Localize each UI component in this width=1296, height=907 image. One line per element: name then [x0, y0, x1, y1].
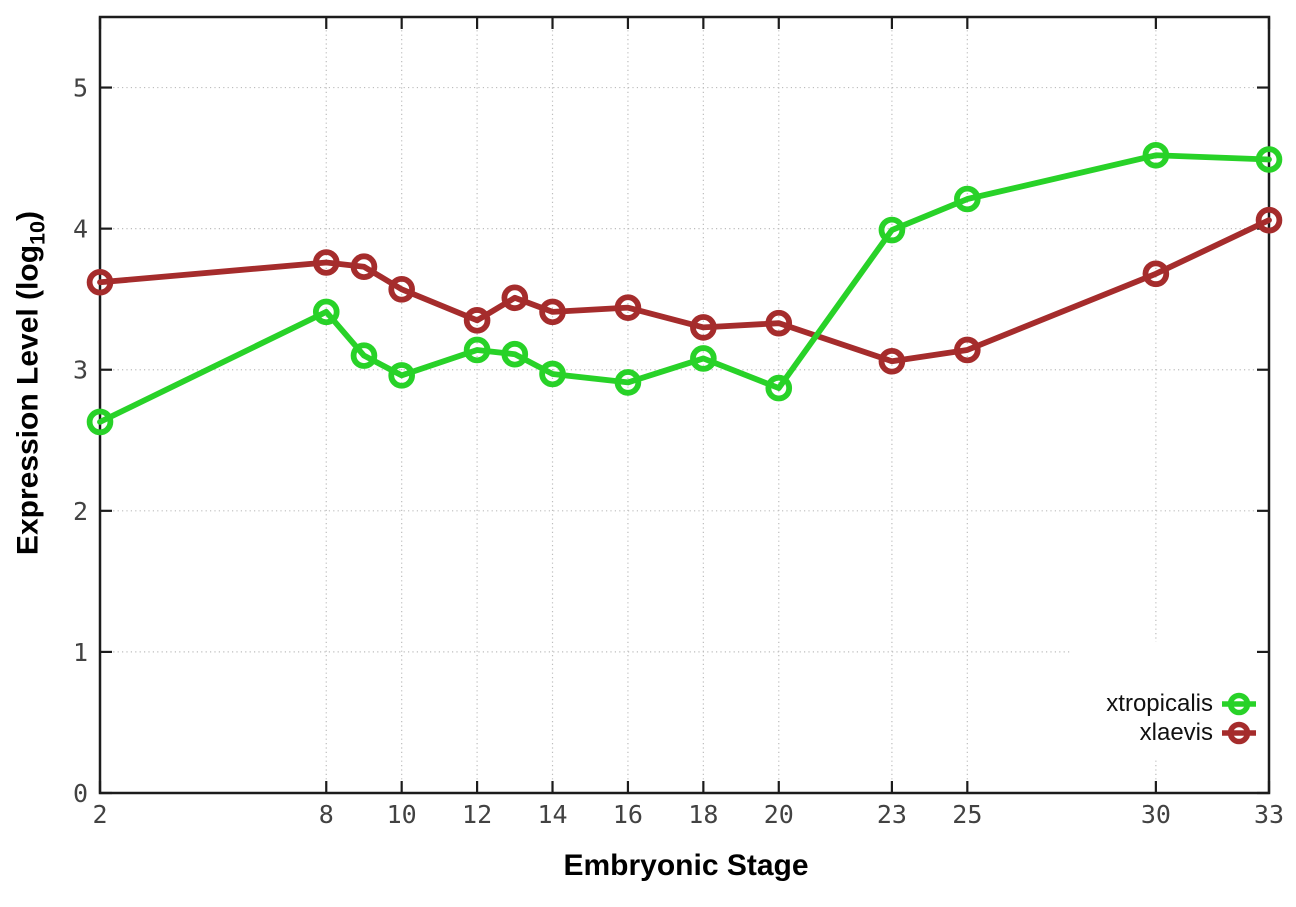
- x-tick-label: 8: [319, 800, 334, 829]
- legend-row-xtropicalis: xtropicalis: [1106, 691, 1256, 717]
- y-tick-label: 5: [73, 74, 88, 103]
- series-marker-xtropicalis: [312, 298, 340, 326]
- x-tick-label: 23: [877, 800, 907, 829]
- series-marker-xtropicalis: [539, 360, 566, 388]
- series-marker-xtropicalis: [765, 374, 793, 402]
- legend-row-xlaevis: xlaevis: [1140, 720, 1256, 746]
- x-tick-label: 20: [764, 800, 794, 829]
- y-axis-title-end: ): [11, 210, 45, 221]
- legend-sample-xtropicalis: [1222, 692, 1256, 716]
- x-tick-label: 18: [688, 800, 718, 829]
- y-tick-label: 2: [73, 497, 88, 526]
- x-tick-label: 30: [1141, 800, 1171, 829]
- series-line-xlaevis: [97, 217, 1272, 365]
- series-marker-xlaevis: [878, 347, 906, 375]
- series-marker-xlaevis: [1142, 260, 1170, 288]
- series-marker-xlaevis: [388, 276, 415, 303]
- y-tick-label: 4: [73, 215, 88, 244]
- x-tick-label: 2: [92, 800, 107, 829]
- y-tick-label: 1: [73, 638, 88, 667]
- x-tick-label: 25: [952, 800, 982, 829]
- series-marker-xlaevis: [86, 268, 114, 296]
- series-marker-xlaevis: [690, 314, 717, 341]
- series-marker-xtropicalis: [350, 342, 378, 369]
- series-marker-xlaevis: [312, 249, 340, 276]
- series-marker-xtropicalis: [463, 336, 491, 364]
- series-marker-xlaevis: [765, 309, 793, 337]
- legend-label-xlaevis: xlaevis: [1139, 719, 1213, 746]
- series-marker-xlaevis: [614, 294, 642, 321]
- y-tick-label: 3: [73, 356, 88, 385]
- y-axis-title-main: Expression Level (log: [11, 244, 45, 556]
- series-marker-xtropicalis: [614, 369, 642, 396]
- x-axis-title: Embryonic Stage: [563, 849, 809, 882]
- series-marker-xlaevis: [954, 336, 981, 364]
- series-marker-xtropicalis: [1255, 146, 1283, 173]
- legend-sample-marker: [1227, 721, 1251, 745]
- series-marker-xlaevis: [501, 284, 529, 312]
- plot-frame: [98, 15, 1271, 795]
- series-marker-xtropicalis: [501, 340, 529, 368]
- x-tick-label: 16: [613, 800, 643, 829]
- x-tick-label: 14: [537, 800, 567, 829]
- series-marker-xlaevis: [350, 253, 378, 281]
- series-marker-xtropicalis: [86, 408, 114, 436]
- series-marker-xtropicalis: [1142, 141, 1170, 169]
- legend-sample-marker: [1227, 692, 1251, 716]
- x-tick-label: 33: [1254, 800, 1284, 829]
- y-tick-label: 0: [73, 779, 88, 808]
- y-axis-title-sub: 10: [24, 220, 50, 245]
- legend-label-xtropicalis: xtropicalis: [1106, 690, 1213, 717]
- legend-sample-xlaevis: [1222, 721, 1256, 745]
- series-line-xtropicalis: [97, 152, 1272, 425]
- series-marker-xtropicalis: [690, 345, 717, 372]
- legend: xtropicalis xlaevis: [1072, 642, 1256, 760]
- x-tick-label: 10: [387, 800, 417, 829]
- y-axis-title: Expression Level (log10): [12, 211, 51, 555]
- series-marker-xlaevis: [463, 307, 491, 334]
- x-tick-label: 12: [462, 800, 492, 829]
- series-marker-xlaevis: [539, 298, 566, 326]
- series-marker-xtropicalis: [388, 362, 415, 389]
- series-marker-xlaevis: [1255, 206, 1283, 234]
- series-marker-xtropicalis: [878, 216, 906, 244]
- series-marker-xtropicalis: [954, 185, 981, 213]
